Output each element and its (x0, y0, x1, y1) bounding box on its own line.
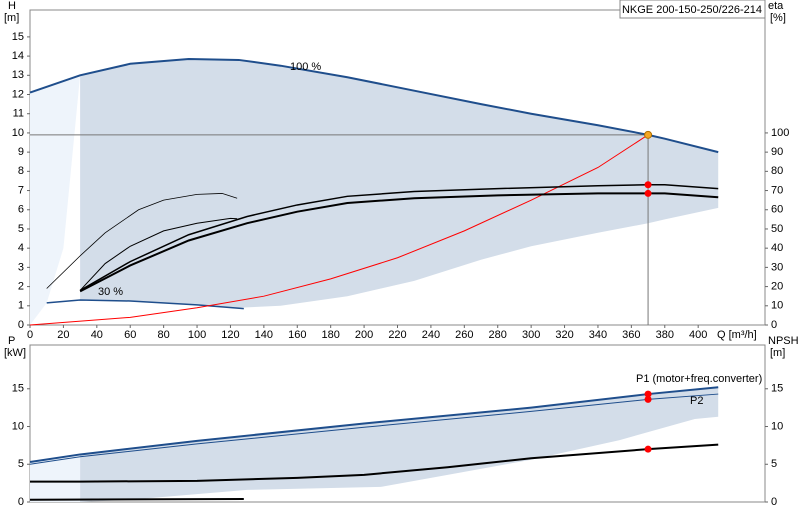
y-axis-unit: [kW] (4, 347, 26, 359)
y2-tick-label: 20 (771, 280, 783, 292)
y2-axis-label: eta (768, 0, 784, 12)
y2-tick-label: 80 (771, 165, 783, 177)
y-tick-label: 4 (18, 242, 24, 254)
x-tick-label: 100 (188, 329, 206, 341)
x-tick-label: 60 (124, 329, 136, 341)
y2-tick-label: 30 (771, 261, 783, 273)
x-tick-label: 400 (689, 329, 707, 341)
x-tick-label: 340 (589, 329, 607, 341)
x-tick-label: 140 (255, 329, 273, 341)
x-tick-label: 200 (355, 329, 373, 341)
x-tick-label: 120 (221, 329, 239, 341)
x-tick-label: 160 (288, 329, 306, 341)
y-tick-label: 0 (18, 319, 24, 331)
operating-range (30, 454, 81, 502)
y-tick-label: 6 (18, 204, 24, 216)
title-box (619, 0, 766, 19)
y2-tick-label: 60 (771, 204, 783, 216)
operating-point (644, 130, 653, 139)
y-tick-label: 8 (18, 165, 24, 177)
y2-axis-unit: [m] (770, 347, 785, 359)
x-tick-label: 320 (555, 329, 573, 341)
operating-range (30, 75, 81, 326)
y-tick-label: 5 (18, 223, 24, 235)
chart-title: NKGE 200-150-250/226-214 (622, 4, 762, 16)
curve (29, 134, 649, 326)
y2-tick-label: 10 (771, 420, 783, 432)
y-tick-label: 15 (12, 383, 24, 395)
y2-tick-label: 0 (771, 319, 777, 331)
y-tick-label: 9 (18, 146, 24, 158)
operating-point (644, 395, 652, 403)
y2-tick-label: 70 (771, 184, 783, 196)
x-tick-label: 80 (158, 329, 170, 341)
x-tick-label: 300 (522, 329, 540, 341)
x-tick-label: 260 (455, 329, 473, 341)
y-tick-label: 5 (18, 458, 24, 470)
y-axis-label: P (8, 335, 15, 347)
y2-tick-label: 15 (771, 383, 783, 395)
y2-tick-label: 5 (771, 458, 777, 470)
x-tick-label: 280 (489, 329, 507, 341)
curve-label: P2 (690, 395, 703, 407)
y2-tick-label: 10 (771, 300, 783, 312)
curve (29, 57, 719, 154)
curve (29, 497, 244, 501)
x-tick-label: 180 (322, 329, 340, 341)
y2-axis-label: NPSH (768, 335, 799, 347)
y-tick-label: 1 (18, 300, 24, 312)
curve (79, 217, 238, 291)
operating-point (644, 189, 652, 197)
y2-axis-unit: [%] (770, 12, 786, 24)
x-tick-label: 380 (656, 329, 674, 341)
x-tick-label: 40 (91, 329, 103, 341)
y2-tick-label: 90 (771, 146, 783, 158)
curve-label: P1 (motor+freq.converter) (636, 373, 762, 385)
y-tick-label: 3 (18, 261, 24, 273)
operating-point (644, 181, 652, 189)
y-axis-label: H (8, 0, 16, 12)
x-tick-label: 0 (27, 329, 33, 341)
operating-point (644, 445, 652, 453)
curve-label: 30 % (98, 286, 123, 298)
y2-tick-label: 40 (771, 242, 783, 254)
y-axis-unit: [m] (4, 12, 19, 24)
y-tick-label: 15 (12, 31, 24, 43)
y2-tick-label: 100 (771, 127, 789, 139)
x-axis-label: Q [m³/h] (717, 329, 757, 341)
curve-label: 100 % (290, 61, 321, 73)
y-tick-label: 11 (13, 108, 24, 120)
operating-range (80, 58, 719, 308)
y-tick-label: 10 (12, 420, 24, 432)
y-tick-label: 10 (12, 127, 24, 139)
y-tick-label: 12 (12, 88, 24, 100)
y-tick-label: 13 (12, 69, 24, 81)
x-tick-label: 240 (422, 329, 440, 341)
y-tick-label: 0 (18, 496, 24, 508)
curve (46, 193, 238, 289)
y-tick-label: 14 (12, 50, 24, 62)
y2-tick-label: 0 (771, 496, 777, 508)
curve (46, 299, 244, 310)
y-tick-label: 7 (18, 184, 24, 196)
y2-tick-label: 50 (771, 223, 783, 235)
x-tick-label: 20 (57, 329, 69, 341)
x-tick-label: 220 (388, 329, 406, 341)
x-tick-label: 360 (622, 329, 640, 341)
curve (30, 443, 719, 483)
operating-range (80, 387, 719, 502)
y-tick-label: 2 (18, 280, 24, 292)
operating-point (644, 390, 652, 398)
